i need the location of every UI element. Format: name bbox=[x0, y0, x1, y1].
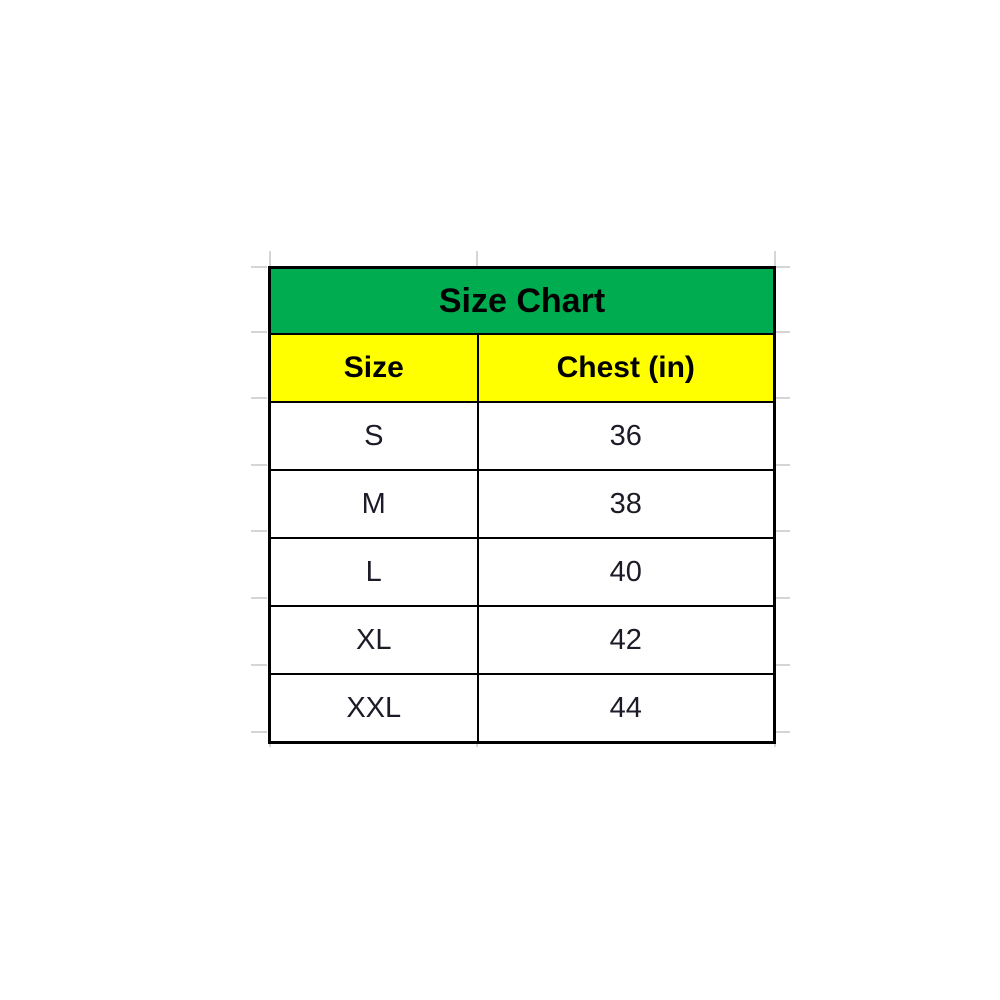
gridline-stub bbox=[251, 664, 267, 666]
size-cell: L bbox=[268, 537, 479, 607]
gridline-stub bbox=[251, 397, 267, 399]
gridline-stub bbox=[251, 331, 267, 333]
gridline-stub bbox=[774, 251, 776, 266]
chest-cell: 38 bbox=[476, 469, 776, 539]
col-header-chest: Chest (in) bbox=[476, 333, 776, 403]
table-row: L 40 bbox=[268, 537, 776, 607]
chest-cell: 44 bbox=[476, 673, 776, 744]
table-row: Size Chart bbox=[268, 266, 776, 335]
gridline-stub bbox=[774, 731, 790, 733]
size-chart-table: Size Chart Size Chest (in) S 36 M 38 L 4… bbox=[268, 266, 777, 744]
table-row: XL 42 bbox=[268, 605, 776, 675]
table-row: Size Chest (in) bbox=[268, 333, 776, 403]
gridline-stub bbox=[269, 251, 271, 266]
gridline-stub bbox=[774, 597, 790, 599]
gridline-stub bbox=[251, 731, 267, 733]
gridline-stub bbox=[476, 251, 478, 266]
table-row: XXL 44 bbox=[268, 673, 776, 744]
gridline-stub bbox=[774, 266, 790, 268]
size-cell: XL bbox=[268, 605, 479, 675]
table-row: M 38 bbox=[268, 469, 776, 539]
gridline-stub bbox=[251, 266, 267, 268]
size-cell: XXL bbox=[268, 673, 479, 744]
table-title-cell: Size Chart bbox=[268, 266, 776, 335]
chest-cell: 40 bbox=[476, 537, 776, 607]
col-header-size: Size bbox=[268, 333, 479, 403]
gridline-stub bbox=[774, 331, 790, 333]
gridline-stub bbox=[251, 530, 267, 532]
gridline-stub bbox=[774, 464, 790, 466]
chest-cell: 42 bbox=[476, 605, 776, 675]
gridline-stub bbox=[774, 664, 790, 666]
chest-cell: 36 bbox=[476, 401, 776, 471]
gridline-stub bbox=[774, 397, 790, 399]
size-cell: S bbox=[268, 401, 479, 471]
size-cell: M bbox=[268, 469, 479, 539]
gridline-stub bbox=[774, 530, 790, 532]
table-row: S 36 bbox=[268, 401, 776, 471]
gridline-stub bbox=[251, 597, 267, 599]
gridline-stub bbox=[251, 464, 267, 466]
